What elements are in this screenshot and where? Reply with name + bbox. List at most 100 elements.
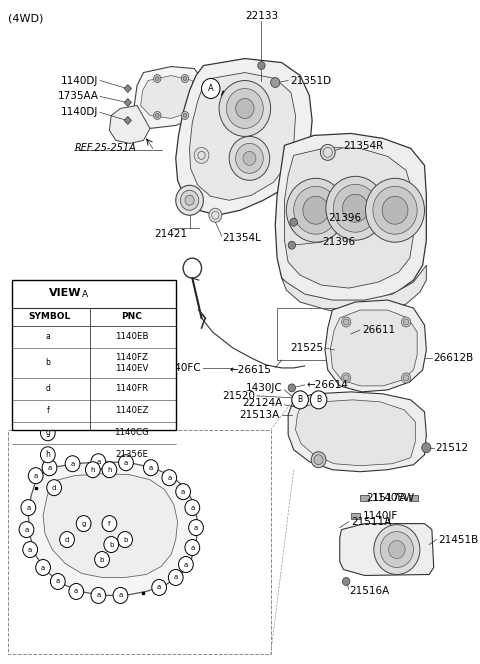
- Polygon shape: [124, 116, 132, 124]
- Circle shape: [156, 114, 159, 118]
- Text: a: a: [119, 592, 122, 598]
- Text: 21356E: 21356E: [115, 450, 148, 459]
- Circle shape: [236, 143, 263, 173]
- Text: a: a: [181, 489, 185, 495]
- Text: b: b: [100, 556, 104, 562]
- Text: a: a: [56, 578, 60, 584]
- Text: REF.25-251A: REF.25-251A: [74, 143, 136, 153]
- Text: 26611: 26611: [362, 325, 395, 335]
- Circle shape: [40, 355, 55, 371]
- Circle shape: [374, 525, 420, 574]
- Circle shape: [118, 532, 132, 548]
- Text: a: a: [157, 584, 161, 590]
- Polygon shape: [340, 524, 434, 576]
- Text: h: h: [107, 467, 112, 473]
- Text: a: a: [28, 546, 32, 552]
- Circle shape: [168, 570, 183, 586]
- Text: VIEW: VIEW: [48, 288, 81, 298]
- Text: h: h: [91, 467, 95, 473]
- Circle shape: [183, 114, 187, 118]
- Circle shape: [113, 588, 128, 604]
- Circle shape: [179, 556, 193, 572]
- Circle shape: [189, 520, 204, 536]
- Circle shape: [401, 373, 411, 383]
- Circle shape: [422, 443, 431, 453]
- Circle shape: [229, 136, 270, 181]
- Circle shape: [85, 461, 100, 477]
- Circle shape: [314, 455, 323, 465]
- Text: g: g: [46, 428, 50, 438]
- Text: A: A: [208, 84, 214, 93]
- Circle shape: [180, 191, 199, 210]
- Circle shape: [373, 187, 417, 234]
- Circle shape: [91, 588, 106, 604]
- Circle shape: [290, 218, 298, 226]
- Text: a: a: [149, 465, 153, 471]
- Text: 1140EZ: 1140EZ: [115, 406, 148, 416]
- Text: a: a: [46, 333, 50, 341]
- Text: 21354R: 21354R: [343, 141, 384, 151]
- Text: 21517A: 21517A: [366, 493, 406, 503]
- Circle shape: [403, 319, 409, 325]
- Circle shape: [183, 76, 187, 80]
- Text: 21516A: 21516A: [349, 586, 389, 596]
- Circle shape: [76, 516, 91, 532]
- Circle shape: [333, 185, 377, 232]
- Circle shape: [202, 78, 220, 98]
- Circle shape: [185, 195, 194, 205]
- Circle shape: [342, 317, 351, 327]
- Circle shape: [176, 185, 204, 215]
- Polygon shape: [176, 58, 312, 215]
- Text: a: a: [26, 505, 30, 511]
- Circle shape: [243, 151, 256, 165]
- Circle shape: [288, 241, 296, 249]
- Circle shape: [292, 391, 309, 409]
- Circle shape: [119, 455, 133, 471]
- Polygon shape: [190, 72, 296, 201]
- Text: a: a: [167, 475, 171, 481]
- Circle shape: [19, 522, 34, 538]
- Circle shape: [104, 537, 119, 552]
- Circle shape: [102, 516, 117, 532]
- Circle shape: [236, 98, 254, 118]
- Text: FR.: FR.: [13, 333, 36, 347]
- Circle shape: [21, 499, 36, 516]
- Circle shape: [65, 456, 80, 471]
- Text: 22133: 22133: [245, 11, 278, 21]
- Text: a: a: [194, 525, 198, 531]
- Circle shape: [209, 208, 222, 222]
- Circle shape: [401, 317, 411, 327]
- Circle shape: [380, 532, 413, 568]
- Text: a: a: [190, 505, 194, 511]
- Circle shape: [382, 197, 408, 224]
- Text: b: b: [109, 542, 113, 548]
- Text: 21396: 21396: [322, 237, 355, 247]
- Polygon shape: [325, 300, 426, 392]
- Circle shape: [310, 391, 327, 409]
- Text: 21525: 21525: [290, 343, 323, 353]
- Circle shape: [343, 319, 349, 325]
- Text: 26612B: 26612B: [434, 353, 474, 363]
- Circle shape: [320, 144, 335, 161]
- Circle shape: [162, 469, 177, 485]
- Text: a: a: [41, 564, 45, 570]
- Circle shape: [366, 179, 424, 242]
- Text: 1140FR: 1140FR: [115, 384, 148, 393]
- Polygon shape: [288, 392, 426, 471]
- Circle shape: [40, 425, 55, 441]
- Circle shape: [258, 62, 265, 70]
- Text: 1140CG: 1140CG: [114, 428, 149, 438]
- Polygon shape: [351, 513, 360, 519]
- Circle shape: [47, 479, 61, 495]
- Circle shape: [219, 80, 271, 136]
- Text: PNC: PNC: [121, 312, 142, 321]
- Polygon shape: [141, 76, 196, 118]
- Text: 21520: 21520: [222, 391, 255, 401]
- Text: h: h: [46, 450, 50, 459]
- Circle shape: [144, 459, 158, 475]
- Polygon shape: [275, 133, 426, 305]
- Text: a: a: [74, 588, 78, 594]
- Text: 22124A: 22124A: [242, 398, 283, 408]
- Text: 21513A: 21513A: [240, 410, 280, 420]
- Circle shape: [403, 375, 409, 381]
